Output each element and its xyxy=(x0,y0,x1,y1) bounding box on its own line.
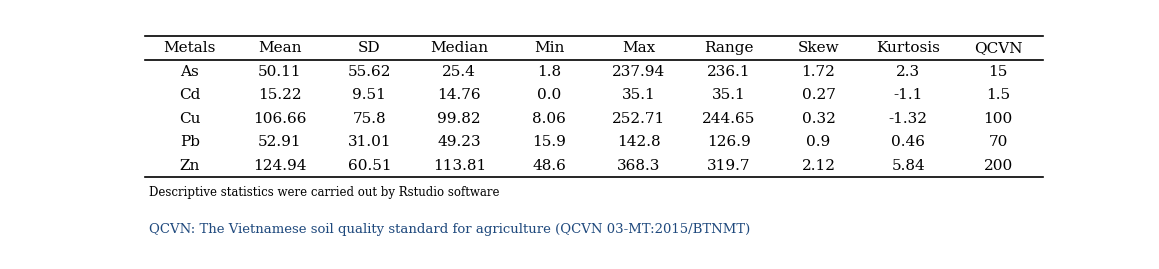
Text: QCVN: The Vietnamese soil quality standard for agriculture (QCVN 03-MT:2015/BTNM: QCVN: The Vietnamese soil quality standa… xyxy=(150,223,751,236)
Text: Descriptive statistics were carried out by Rstudio software: Descriptive statistics were carried out … xyxy=(150,186,500,199)
